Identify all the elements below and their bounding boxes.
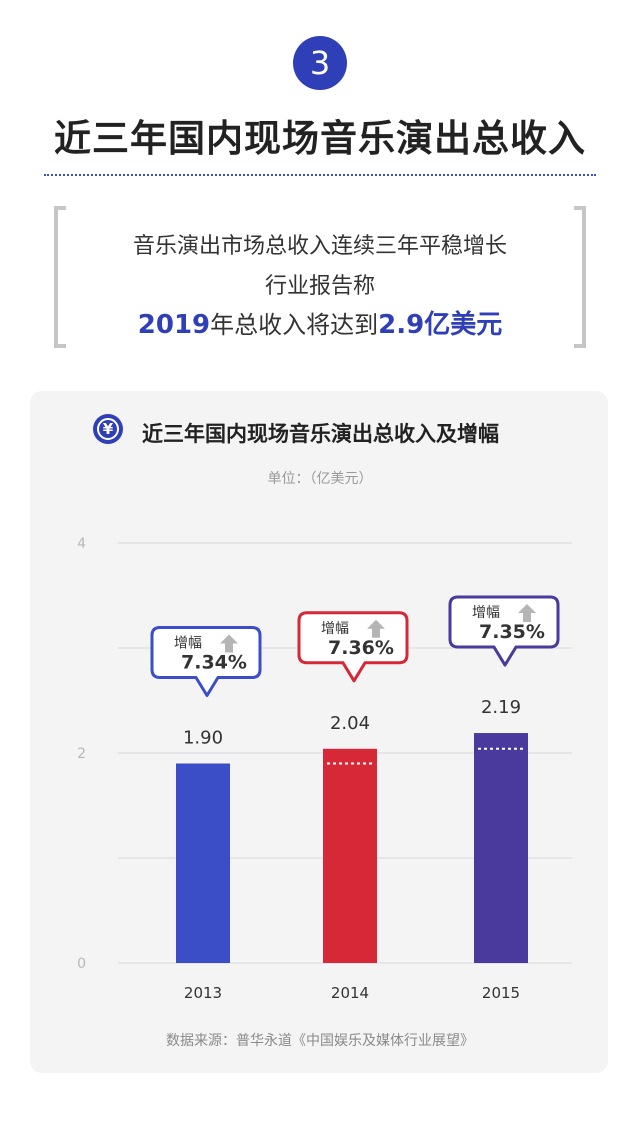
value-label: 1.90: [183, 728, 223, 749]
intro-mid: 年总收入将达到: [210, 311, 379, 339]
title-divider: [44, 174, 596, 176]
x-tick-label: 2014: [331, 984, 369, 1002]
x-tick-label: 2015: [482, 984, 520, 1002]
value-label: 2.04: [330, 713, 370, 734]
bar-2015: [474, 733, 528, 963]
up-arrow-icon: [518, 604, 536, 623]
up-arrow-icon: [367, 619, 385, 638]
intro-year: 2019: [137, 310, 211, 340]
intro-line-2: 行业报告称: [264, 274, 375, 299]
intro-line-3: 2019年总收入将达到2.9亿美元: [70, 304, 570, 341]
growth-value: 7.34%: [181, 652, 247, 674]
growth-value: 7.36%: [328, 637, 394, 659]
up-arrow-icon: [220, 634, 238, 653]
x-tick-label: 2013: [184, 984, 222, 1002]
source-label: 数据来源：普华永道《中国娱乐及媒体行业展望》: [166, 1033, 474, 1049]
intro-amount: 2.9亿美元: [378, 310, 503, 340]
growth-label: 增幅: [472, 605, 500, 621]
growth-label: 增幅: [321, 621, 349, 637]
y-tick-label: 0: [77, 956, 86, 972]
chart-title: 近三年国内现场音乐演出总收入及增幅: [142, 422, 499, 446]
growth-value: 7.35%: [479, 621, 545, 643]
y-tick-label: 2: [77, 746, 86, 762]
unit-label: 单位：（亿美元）: [267, 471, 373, 487]
page-title: 近三年国内现场音乐演出总收入: [54, 117, 586, 160]
left-bracket: [54, 206, 66, 348]
y-tick-label: 4: [77, 536, 86, 552]
growth-label: 增幅: [174, 636, 202, 652]
intro-line-1: 音乐演出市场总收入连续三年平稳增长: [132, 234, 507, 259]
bar-2013: [176, 763, 230, 963]
value-label: 2.19: [481, 697, 521, 718]
currency-icon: ¥: [93, 414, 123, 444]
section-number-badge: 3: [293, 36, 347, 90]
right-bracket: [574, 206, 586, 348]
bar-2014: [323, 748, 377, 963]
